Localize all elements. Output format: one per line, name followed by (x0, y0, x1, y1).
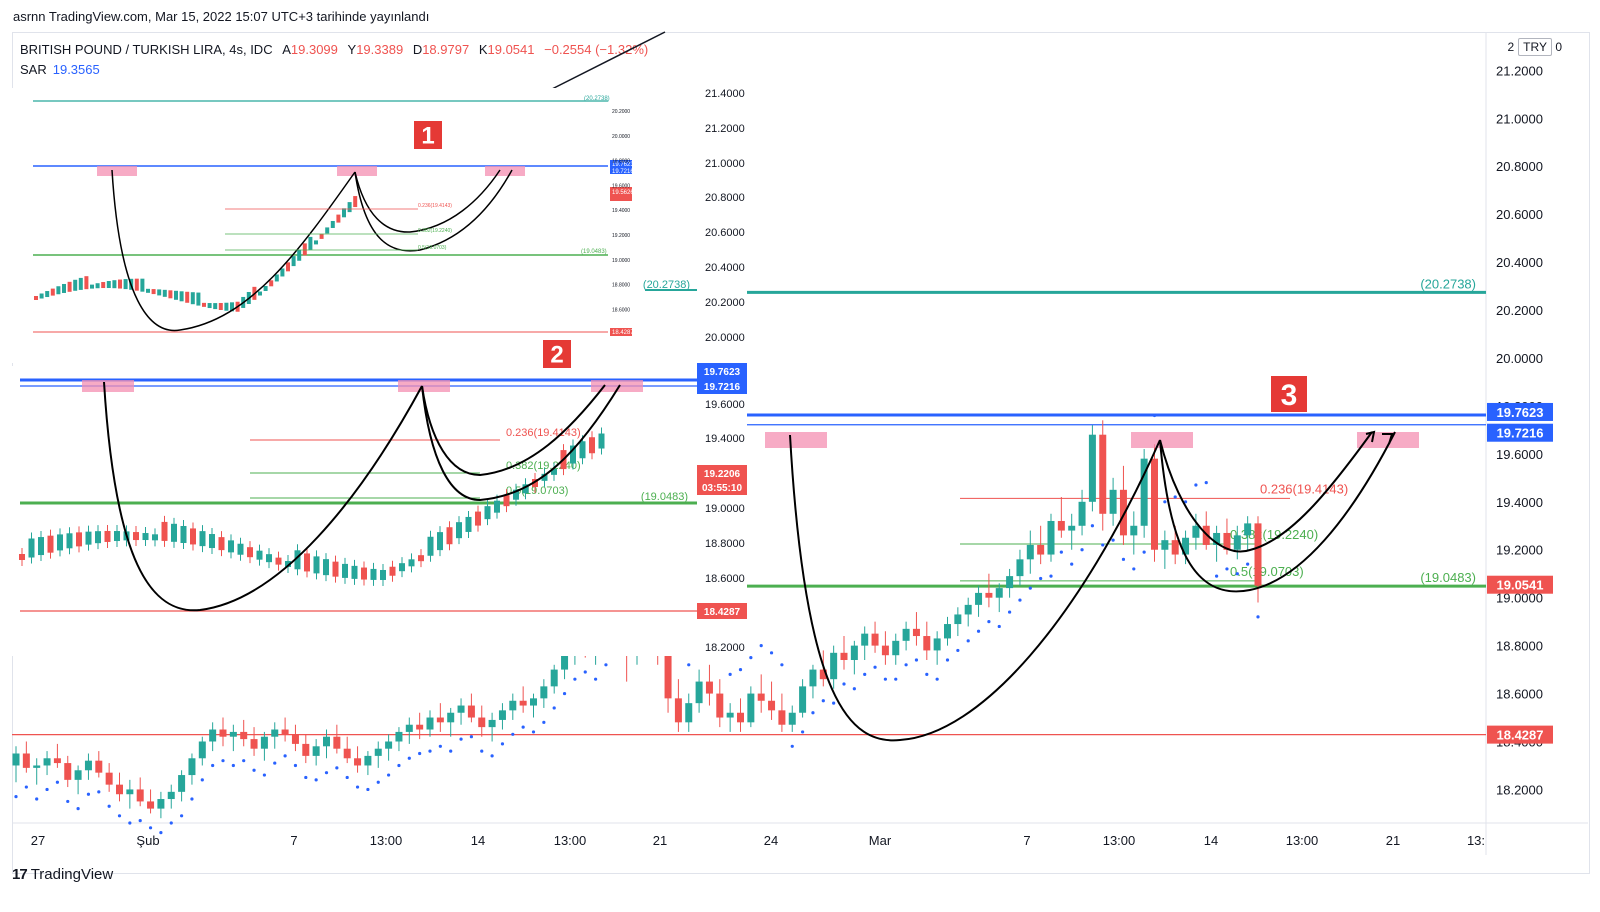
tradingview-footer[interactable]: 17 TradingView (12, 866, 113, 883)
chart-frame[interactable] (12, 32, 1590, 874)
currency-selector[interactable]: 2 TRY 0 (1507, 38, 1562, 56)
close-label: K (478, 42, 488, 57)
symbol-title[interactable]: BRITISH POUND / TURKISH LIRA, 4s, IDC (20, 42, 273, 57)
high-value: 19.3389 (356, 42, 404, 57)
close-value: 19.0541 (487, 42, 535, 57)
currency-prefix: 2 (1507, 40, 1515, 54)
low-value: 18.9797 (422, 42, 470, 57)
tradingview-logo-icon: 17 (12, 866, 28, 883)
open-value: 19.3099 (290, 42, 338, 57)
currency-suffix: 0 (1555, 40, 1562, 54)
sar-value: 19.3565 (52, 62, 100, 77)
high-label: Y (347, 42, 357, 57)
published-caption: asrnn TradingView.com, Mar 15, 2022 15:0… (13, 9, 430, 24)
ohlc-row: BRITISH POUND / TURKISH LIRA, 4s, IDC A1… (20, 40, 648, 60)
currency-code[interactable]: TRY (1518, 38, 1552, 56)
sar-label[interactable]: SAR (20, 62, 47, 77)
chart-legend: BRITISH POUND / TURKISH LIRA, 4s, IDC A1… (20, 40, 648, 80)
low-label: D (412, 42, 423, 57)
brand-name: TradingView (30, 866, 114, 883)
change-value: −0.2554 (−1.32%) (544, 42, 649, 57)
sar-row: SAR 19.3565 (20, 60, 648, 80)
open-label: A (282, 42, 291, 57)
